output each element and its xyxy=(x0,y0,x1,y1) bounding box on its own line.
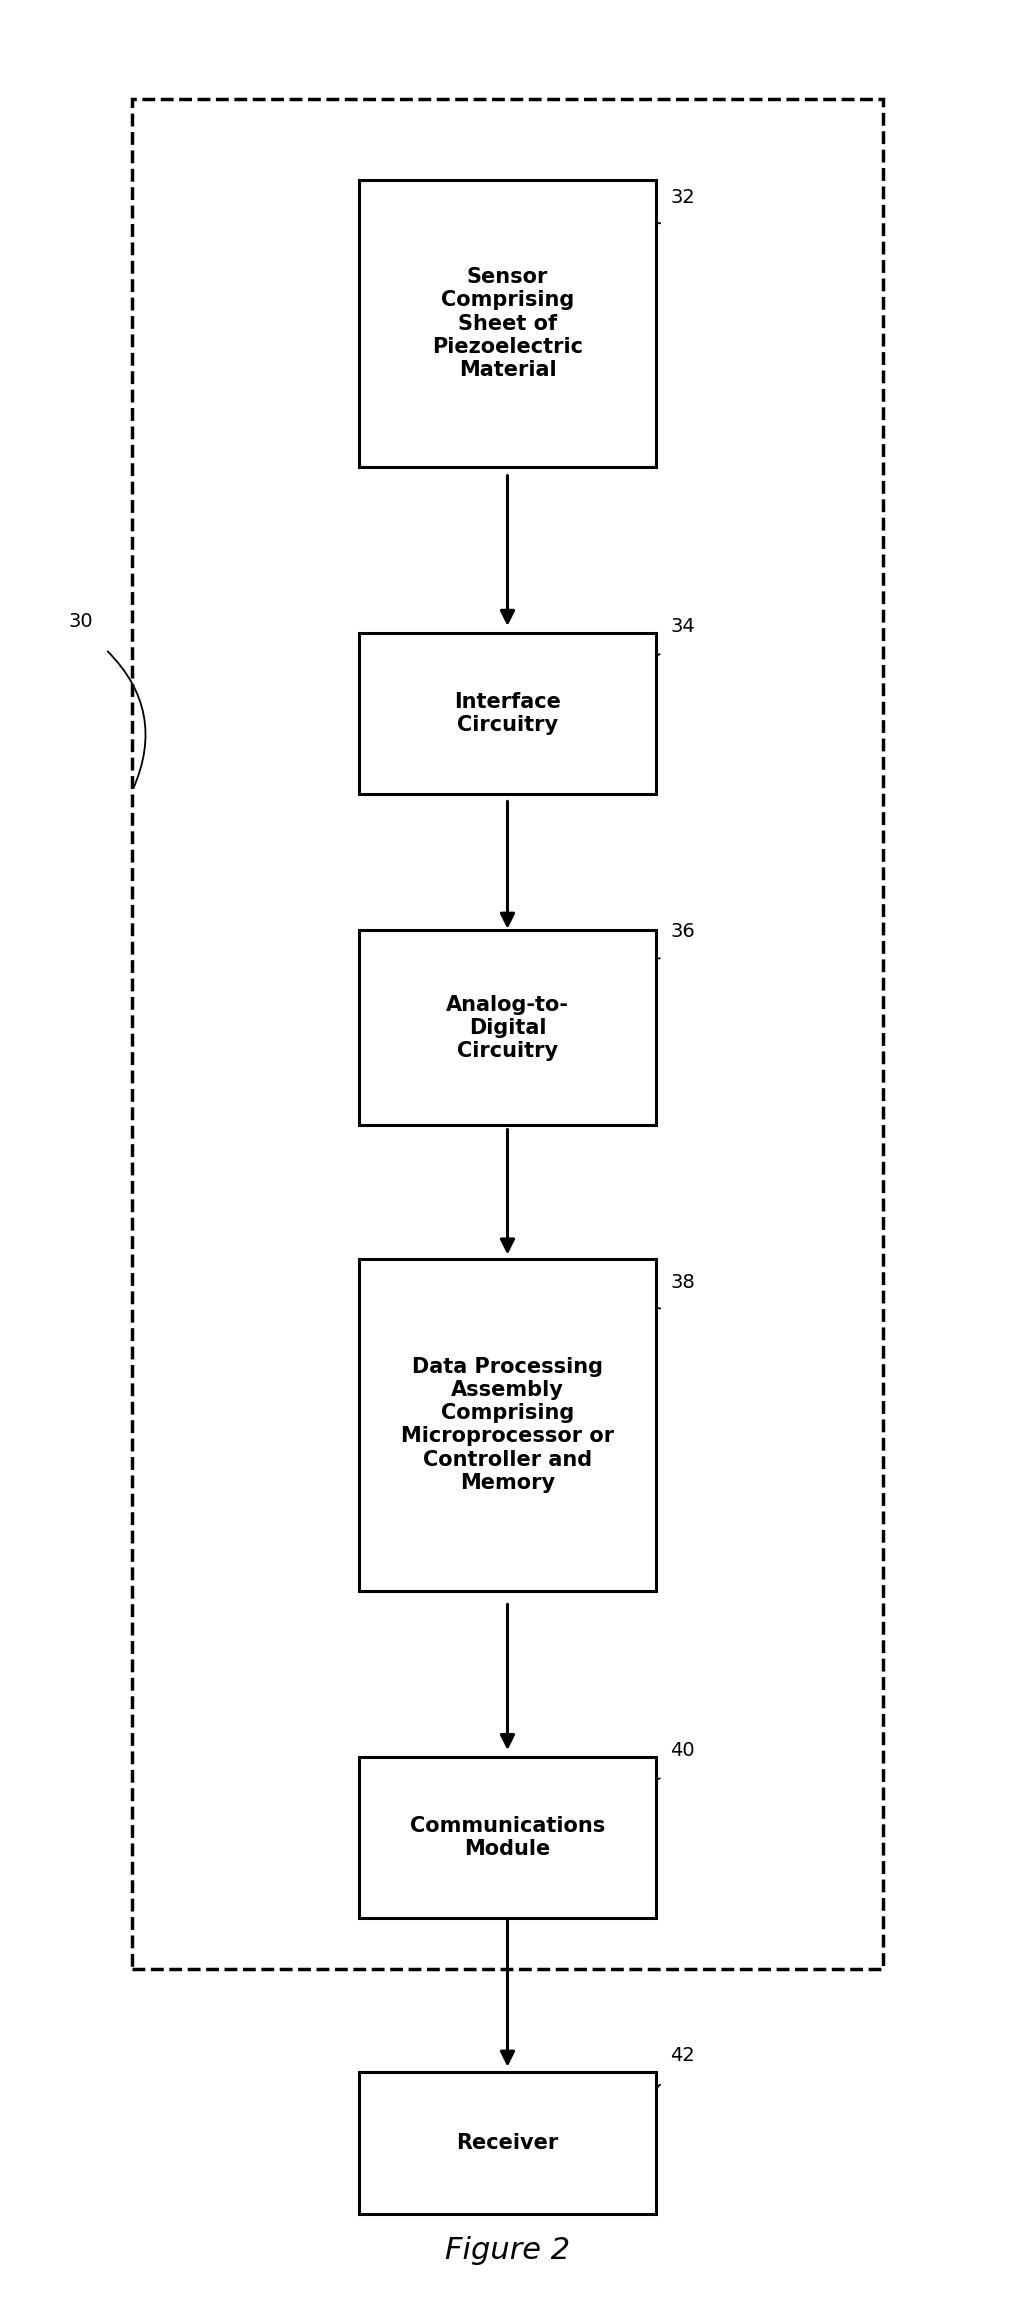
Text: Sensor
Comprising
Sheet of
Piezoelectric
Material: Sensor Comprising Sheet of Piezoelectric… xyxy=(432,267,583,381)
Text: Data Processing
Assembly
Comprising
Microprocessor or
Controller and
Memory: Data Processing Assembly Comprising Micr… xyxy=(401,1356,614,1493)
Bar xyxy=(359,2071,656,2215)
Text: Communications
Module: Communications Module xyxy=(410,1816,605,1860)
Text: Receiver: Receiver xyxy=(457,2134,558,2152)
Text: 34: 34 xyxy=(670,618,695,636)
Text: 30: 30 xyxy=(68,613,92,632)
Bar xyxy=(359,634,656,794)
Text: Interface
Circuitry: Interface Circuitry xyxy=(454,692,561,736)
Text: 36: 36 xyxy=(670,922,695,940)
Bar xyxy=(359,1758,656,1918)
Bar xyxy=(359,1259,656,1591)
Text: 42: 42 xyxy=(670,2046,695,2064)
Text: 38: 38 xyxy=(670,1272,695,1291)
Text: Analog-to-
Digital
Circuitry: Analog-to- Digital Circuitry xyxy=(446,994,569,1061)
Text: Figure 2: Figure 2 xyxy=(445,2236,570,2266)
Bar xyxy=(359,181,656,467)
Text: 32: 32 xyxy=(670,188,695,207)
Bar xyxy=(359,931,656,1126)
Text: 40: 40 xyxy=(670,1742,695,1760)
Bar xyxy=(132,100,883,1969)
